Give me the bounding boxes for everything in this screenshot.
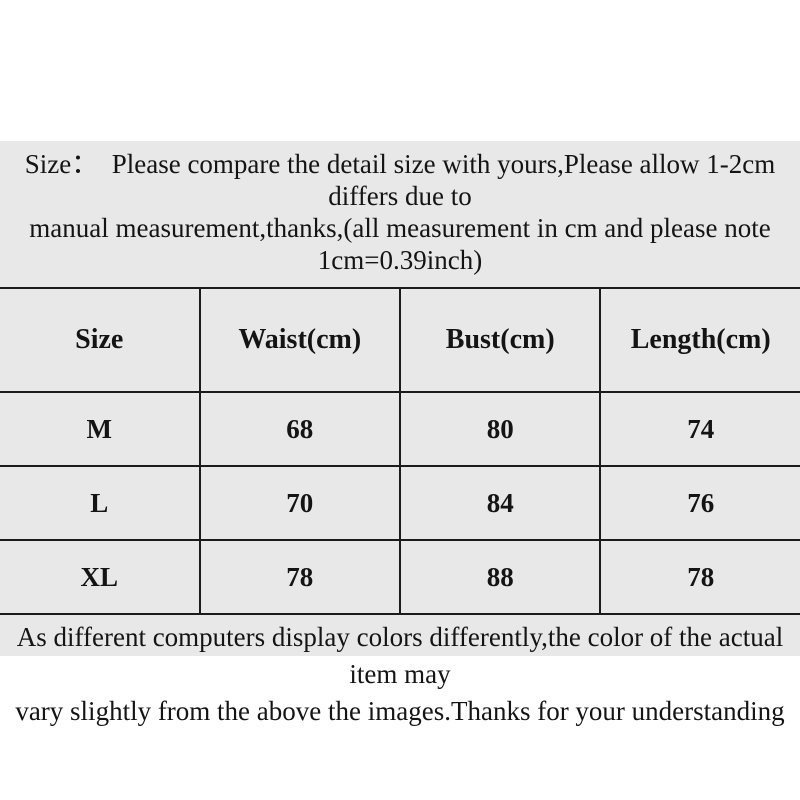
- size-table-header-row: Size Waist(cm) Bust(cm) Length(cm): [0, 287, 800, 393]
- size-table: Size Waist(cm) Bust(cm) Length(cm) M 68 …: [0, 287, 800, 615]
- column-header-bust: Bust(cm): [398, 287, 602, 393]
- color-disclaimer-line-1: As different computers display colors di…: [16, 622, 790, 689]
- table-row-xl: XL 78 88 78: [0, 539, 800, 615]
- size-notice-line-2: manual measurement,thanks,(all measureme…: [29, 213, 771, 243]
- table-row-l: L 70 84 76: [0, 465, 800, 541]
- size-notice-line-3: 1cm=0.39inch): [317, 245, 483, 275]
- cell-waist-l: 70: [198, 465, 401, 541]
- column-header-size: Size: [0, 287, 201, 393]
- size-notice-line-1: Size： Please compare the detail size wit…: [24, 149, 783, 211]
- color-disclaimer: As different computers display colors di…: [0, 615, 800, 730]
- cell-bust-xl: 88: [398, 539, 602, 615]
- size-notice: Size： Please compare the detail size wit…: [0, 141, 800, 276]
- column-header-length: Length(cm): [599, 287, 800, 393]
- cell-length-m: 74: [599, 391, 800, 467]
- cell-bust-l: 84: [398, 465, 602, 541]
- cell-size-l: L: [0, 465, 201, 541]
- size-info-panel: Size： Please compare the detail size wit…: [0, 141, 800, 726]
- cell-bust-m: 80: [398, 391, 602, 467]
- cell-length-xl: 78: [599, 539, 800, 615]
- cell-length-l: 76: [599, 465, 800, 541]
- column-header-waist: Waist(cm): [198, 287, 401, 393]
- cell-waist-xl: 78: [198, 539, 401, 615]
- cell-size-xl: XL: [0, 539, 201, 615]
- table-row-m: M 68 80 74: [0, 391, 800, 467]
- color-disclaimer-line-2: vary slightly from the above the images.…: [15, 696, 785, 726]
- cell-size-m: M: [0, 391, 201, 467]
- cell-waist-m: 68: [198, 391, 401, 467]
